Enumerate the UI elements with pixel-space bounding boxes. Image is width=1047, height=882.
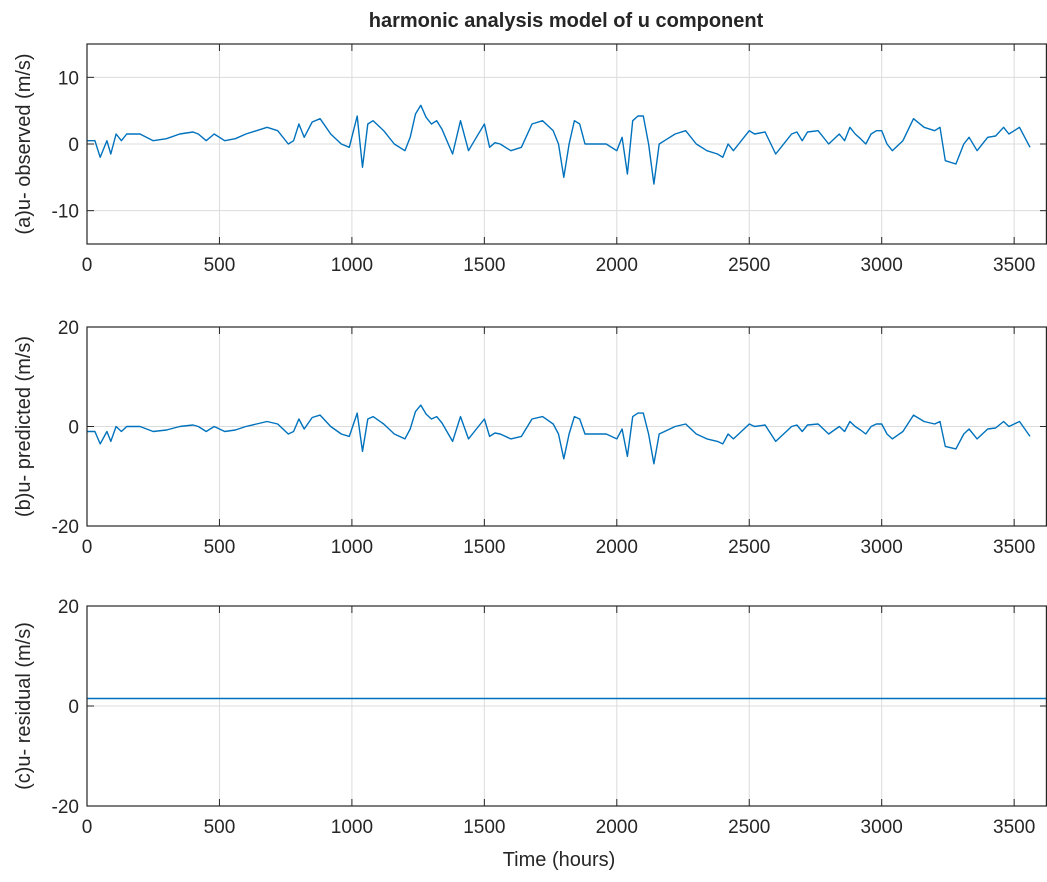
x-tick-label: 2500 — [728, 537, 770, 558]
x-tick-label: 3500 — [993, 537, 1035, 558]
series-line-observed — [87, 104, 1031, 185]
x-tick-label: 3000 — [861, 537, 903, 558]
y-axis-label-observed: (a)u- observed (m/s) — [13, 53, 35, 234]
x-tick-label: 0 — [82, 817, 93, 838]
x-tick-label: 2000 — [596, 817, 638, 838]
x-tick-label: 500 — [204, 817, 236, 838]
chart-title: harmonic analysis model of u component — [369, 10, 764, 32]
x-tick-label: 2000 — [596, 255, 638, 276]
y-axis-label-residual: (c)u- residual (m/s) — [13, 622, 35, 790]
y-tick-label: 0 — [68, 418, 79, 439]
y-tick-label: 20 — [58, 597, 79, 618]
y-tick-label: 0 — [68, 135, 79, 156]
x-tick-label: 3500 — [993, 817, 1035, 838]
y-tick-label: 20 — [58, 318, 79, 339]
x-tick-label: 2500 — [728, 255, 770, 276]
x-tick-label: 0 — [82, 255, 93, 276]
x-tick-label: 1000 — [331, 817, 373, 838]
grid-residual — [87, 606, 1047, 806]
x-tick-label: 1500 — [463, 537, 505, 558]
x-tick-label: 2500 — [728, 817, 770, 838]
y-tick-label: 0 — [68, 697, 79, 718]
grid-observed — [87, 44, 1047, 244]
x-tick-label: 1000 — [331, 537, 373, 558]
x-tick-label: 2000 — [596, 537, 638, 558]
x-tick-label: 1500 — [463, 817, 505, 838]
y-axis-label-predicted: (b)u- predicted (m/s) — [13, 336, 35, 517]
x-tick-label: 3000 — [861, 817, 903, 838]
series-line-predicted — [87, 404, 1031, 465]
x-tick-label: 500 — [204, 255, 236, 276]
grid-predicted — [87, 327, 1047, 526]
y-tick-label: -10 — [52, 202, 79, 223]
x-tick-label: 500 — [204, 537, 236, 558]
y-tick-label: -20 — [52, 797, 79, 818]
y-tick-label: 10 — [58, 68, 79, 89]
subplot-observed: 0 500 1000 1500 2000 2500 3000 3500 -10 0 10 (a)u-… — [13, 43, 1047, 276]
ticks-observed: 0 500 1000 1500 2000 2500 3000 3500 -10 0 10 — [52, 44, 1047, 276]
x-tick-label: 1000 — [331, 255, 373, 276]
x-tick-label: 3500 — [993, 255, 1035, 276]
x-axis-label-residual: Time (hours) — [503, 849, 616, 871]
x-tick-label: 1500 — [463, 255, 505, 276]
x-tick-label: 0 — [82, 537, 93, 558]
x-tick-label: 3000 — [861, 255, 903, 276]
y-tick-label: -20 — [52, 517, 79, 538]
